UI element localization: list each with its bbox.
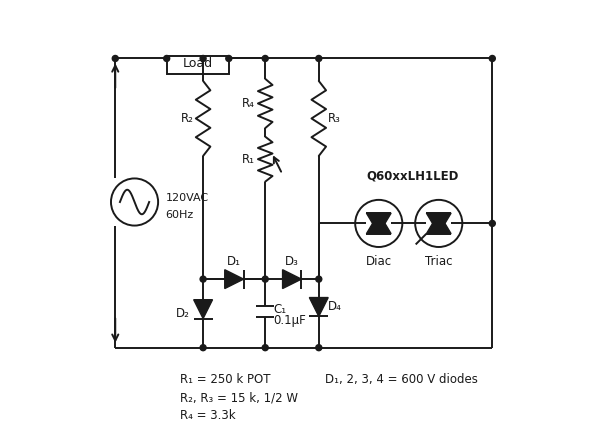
Text: R₁: R₁ (241, 153, 255, 166)
Text: Q60xxLH1LED: Q60xxLH1LED (367, 170, 459, 183)
Text: 120VAC: 120VAC (165, 193, 208, 203)
Text: C₁: C₁ (273, 302, 286, 316)
Circle shape (316, 56, 322, 62)
Text: D₁, 2, 3, 4 = 600 V diodes: D₁, 2, 3, 4 = 600 V diodes (325, 373, 478, 386)
Polygon shape (225, 270, 244, 289)
Circle shape (262, 345, 268, 351)
Text: Load: Load (183, 57, 213, 70)
FancyBboxPatch shape (167, 56, 229, 74)
Polygon shape (309, 298, 328, 316)
Text: D₄: D₄ (328, 300, 342, 313)
Circle shape (316, 276, 322, 282)
Polygon shape (283, 270, 301, 289)
Circle shape (112, 56, 118, 62)
Circle shape (200, 276, 206, 282)
Polygon shape (426, 213, 451, 234)
Polygon shape (367, 213, 391, 234)
Circle shape (200, 345, 206, 351)
Text: 60Hz: 60Hz (165, 210, 193, 220)
Text: D₁: D₁ (227, 256, 241, 268)
Text: R₃: R₃ (328, 112, 341, 125)
Circle shape (262, 276, 268, 282)
Circle shape (262, 56, 268, 62)
Circle shape (316, 345, 322, 351)
Circle shape (226, 56, 232, 62)
Text: D₃: D₃ (285, 256, 299, 268)
Text: Diac: Diac (366, 255, 392, 268)
Text: R₄: R₄ (241, 97, 255, 110)
Text: Triac: Triac (425, 255, 452, 268)
Polygon shape (426, 213, 451, 234)
Circle shape (489, 220, 495, 227)
Text: R₂: R₂ (181, 112, 193, 125)
Text: 0.1μF: 0.1μF (273, 314, 305, 327)
Text: R₂, R₃ = 15 k, 1/2 W: R₂, R₃ = 15 k, 1/2 W (180, 391, 298, 404)
Circle shape (489, 56, 495, 62)
Text: R₁ = 250 k POT: R₁ = 250 k POT (180, 373, 270, 386)
Text: D₂: D₂ (176, 307, 190, 320)
Circle shape (164, 56, 170, 62)
Polygon shape (193, 300, 213, 319)
Circle shape (200, 56, 206, 62)
Text: R₄ = 3.3k: R₄ = 3.3k (180, 409, 235, 422)
Polygon shape (367, 213, 391, 234)
